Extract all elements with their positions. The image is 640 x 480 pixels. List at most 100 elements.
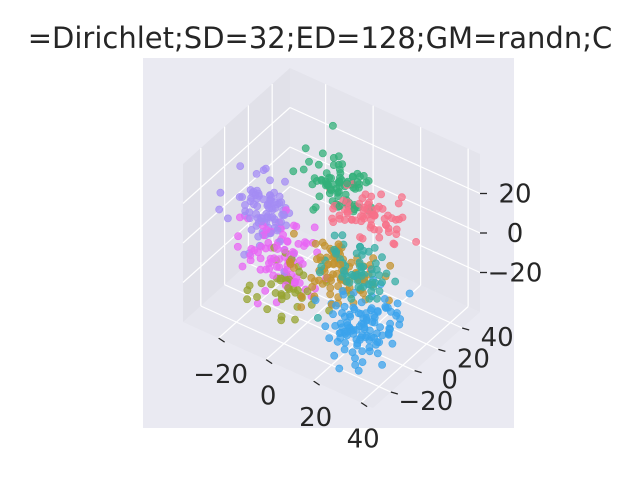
data-point bbox=[385, 324, 394, 333]
data-point bbox=[257, 279, 266, 288]
data-point bbox=[265, 204, 273, 213]
data-point bbox=[335, 214, 344, 223]
data-point bbox=[373, 338, 382, 346]
data-point bbox=[368, 278, 377, 287]
x-tick-mark bbox=[313, 380, 320, 386]
data-point bbox=[294, 239, 303, 248]
data-point bbox=[223, 214, 232, 223]
data-point bbox=[275, 263, 284, 271]
data-point bbox=[297, 303, 306, 311]
data-point bbox=[373, 349, 382, 358]
data-point bbox=[347, 270, 356, 279]
data-point bbox=[265, 264, 274, 273]
data-point bbox=[370, 243, 379, 252]
data-point bbox=[266, 176, 274, 185]
data-point bbox=[334, 152, 343, 161]
z-tick-label: −20 bbox=[488, 259, 543, 289]
data-point bbox=[329, 218, 338, 226]
data-point bbox=[299, 165, 308, 174]
data-point bbox=[290, 249, 299, 257]
data-point bbox=[329, 310, 337, 319]
data-point bbox=[329, 161, 338, 169]
data-point bbox=[331, 321, 340, 330]
x-tick-mark bbox=[218, 337, 225, 343]
data-point bbox=[323, 273, 332, 282]
data-point bbox=[340, 345, 349, 354]
data-point bbox=[313, 313, 322, 322]
data-point bbox=[355, 199, 364, 208]
data-point bbox=[368, 270, 376, 278]
data-point bbox=[289, 229, 298, 238]
data-point bbox=[246, 197, 255, 206]
data-point bbox=[391, 277, 400, 286]
data-point bbox=[338, 231, 347, 240]
data-point bbox=[394, 199, 403, 208]
data-point bbox=[305, 157, 313, 166]
data-point bbox=[354, 283, 363, 291]
data-point bbox=[367, 287, 376, 296]
data-point bbox=[315, 268, 324, 277]
grid-line-z bbox=[182, 107, 291, 204]
data-point bbox=[375, 287, 384, 296]
data-point bbox=[280, 245, 289, 254]
data-point bbox=[345, 278, 354, 287]
grid-lines bbox=[182, 84, 481, 404]
data-point bbox=[216, 188, 225, 197]
data-point bbox=[357, 298, 366, 307]
x-tick-label: 40 bbox=[347, 425, 380, 455]
data-point bbox=[243, 286, 252, 295]
data-point bbox=[335, 364, 344, 373]
data-point bbox=[311, 239, 320, 248]
data-point bbox=[321, 322, 330, 331]
data-point bbox=[271, 289, 280, 297]
data-point bbox=[284, 284, 292, 292]
y-tick-label: 20 bbox=[457, 344, 490, 374]
data-point bbox=[373, 329, 381, 338]
data-point bbox=[347, 215, 356, 224]
data-point bbox=[259, 195, 268, 204]
data-point bbox=[309, 205, 318, 214]
data-point bbox=[277, 295, 286, 304]
data-point bbox=[301, 144, 310, 153]
data-point bbox=[245, 208, 254, 217]
z-tick-label: 0 bbox=[507, 219, 524, 249]
data-point bbox=[392, 230, 401, 238]
data-point bbox=[360, 325, 369, 333]
data-point bbox=[375, 233, 384, 242]
data-point bbox=[312, 177, 321, 185]
data-point bbox=[357, 251, 366, 259]
x-tick-mark bbox=[360, 402, 368, 408]
data-point bbox=[332, 249, 340, 258]
data-point bbox=[269, 271, 278, 280]
data-point bbox=[263, 305, 272, 314]
data-point bbox=[270, 188, 278, 197]
data-point bbox=[336, 260, 345, 269]
data-point bbox=[362, 331, 371, 340]
data-point bbox=[302, 239, 311, 248]
data-point bbox=[243, 295, 251, 304]
grid-line-y bbox=[200, 305, 392, 393]
data-point bbox=[351, 361, 360, 369]
x-tick-label: −20 bbox=[193, 360, 248, 390]
data-point bbox=[295, 268, 304, 276]
data-point bbox=[362, 178, 371, 187]
data-point bbox=[297, 292, 306, 301]
data-point bbox=[398, 213, 407, 222]
data-point bbox=[250, 246, 259, 255]
data-point bbox=[381, 220, 390, 229]
x-tick-mark bbox=[265, 359, 273, 365]
data-point bbox=[371, 259, 380, 268]
data-point bbox=[355, 180, 363, 188]
data-point bbox=[405, 289, 414, 298]
data-point bbox=[312, 255, 321, 263]
data-point bbox=[377, 190, 385, 199]
data-point bbox=[358, 347, 367, 355]
y-tick-label: 0 bbox=[441, 366, 458, 396]
data-point bbox=[259, 166, 268, 174]
data-point bbox=[335, 202, 344, 210]
data-point bbox=[261, 286, 270, 295]
data-point bbox=[412, 237, 420, 246]
data-point bbox=[321, 181, 330, 190]
data-point bbox=[318, 149, 327, 158]
